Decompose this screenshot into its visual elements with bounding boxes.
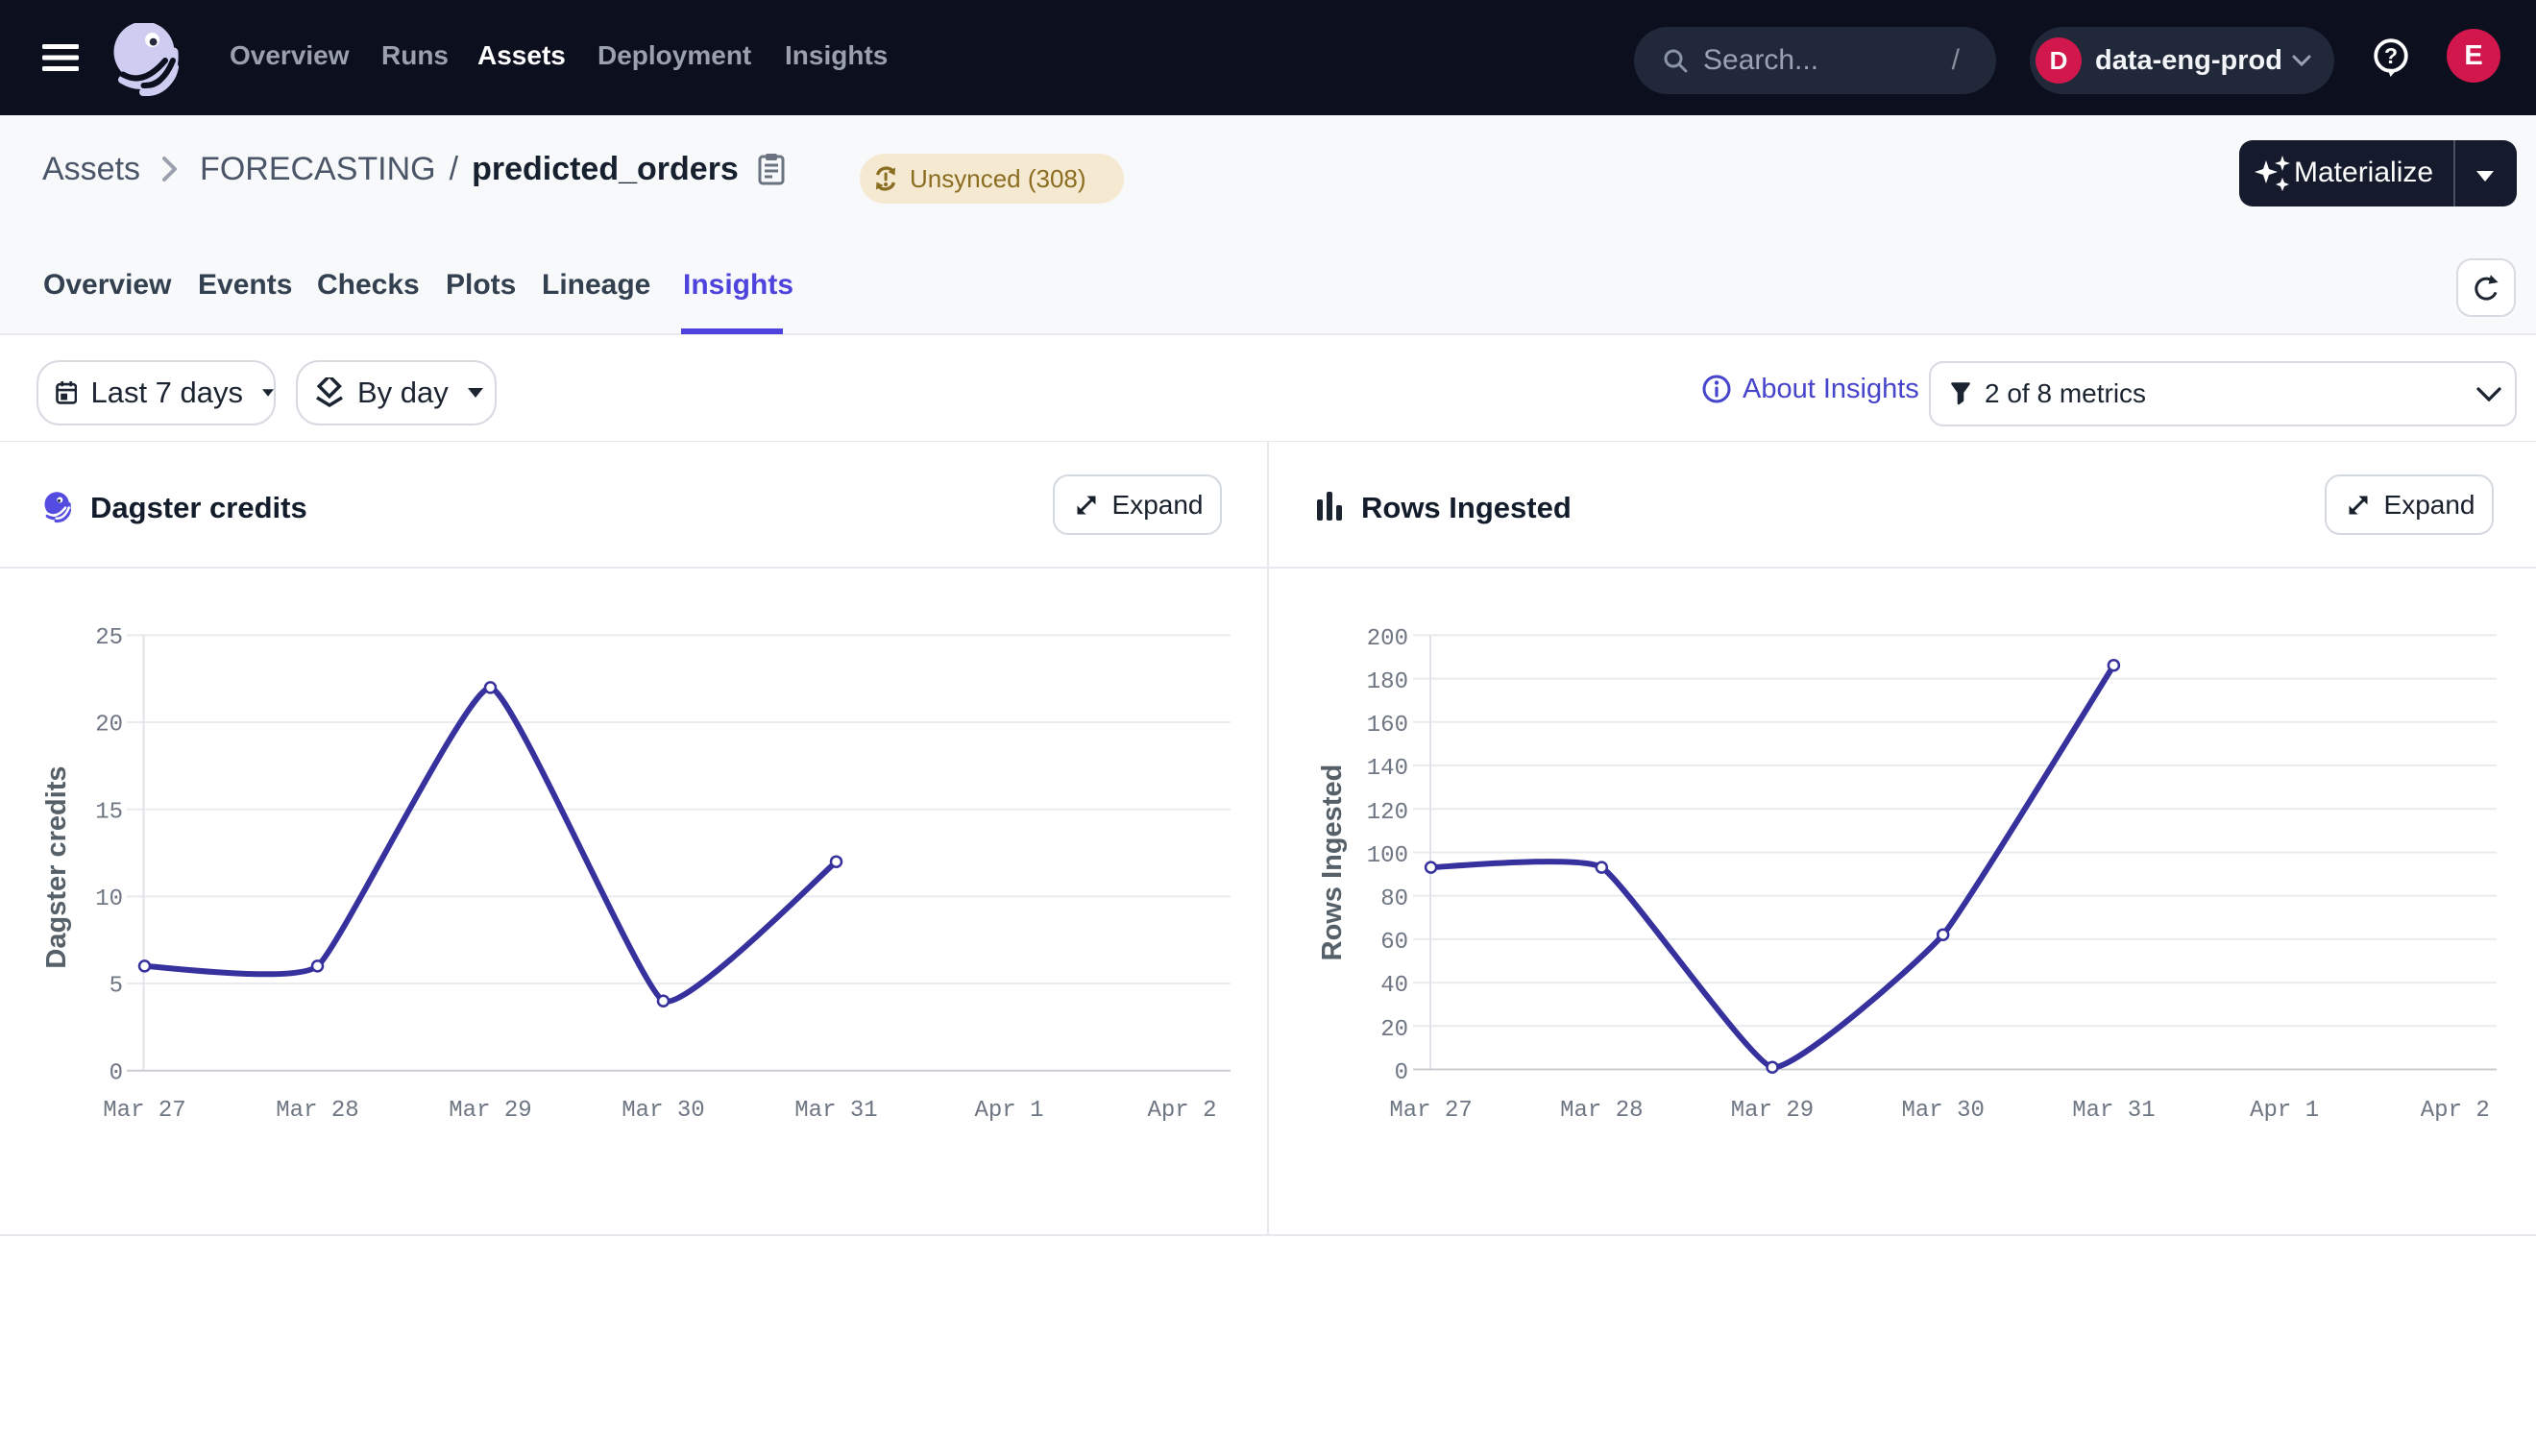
svg-text:Mar 31: Mar 31 — [794, 1098, 877, 1124]
svg-text:200: 200 — [1367, 626, 1408, 652]
svg-text:15: 15 — [95, 799, 123, 825]
svg-text:Mar 29: Mar 29 — [1731, 1098, 1814, 1124]
svg-text:Mar 29: Mar 29 — [449, 1098, 531, 1124]
svg-text:Rows Ingested: Rows Ingested — [1317, 764, 1348, 961]
svg-text:0: 0 — [110, 1060, 123, 1086]
svg-text:20: 20 — [95, 713, 123, 739]
svg-text:120: 120 — [1367, 800, 1408, 826]
svg-text:60: 60 — [1380, 930, 1408, 956]
svg-text:Apr 2: Apr 2 — [2421, 1098, 2490, 1124]
svg-text:Apr 1: Apr 1 — [974, 1098, 1043, 1124]
svg-text:80: 80 — [1380, 886, 1408, 912]
svg-text:Mar 30: Mar 30 — [622, 1098, 704, 1124]
svg-text:140: 140 — [1367, 756, 1408, 782]
svg-text:20: 20 — [1380, 1017, 1408, 1043]
svg-text:180: 180 — [1367, 669, 1408, 695]
svg-text:160: 160 — [1367, 713, 1408, 739]
svg-text:5: 5 — [110, 974, 123, 1000]
svg-text:Dagster credits: Dagster credits — [41, 765, 72, 968]
svg-text:Apr 2: Apr 2 — [1147, 1098, 1216, 1124]
svg-text:Mar 27: Mar 27 — [1389, 1098, 1472, 1124]
svg-text:25: 25 — [95, 625, 123, 651]
svg-text:100: 100 — [1367, 843, 1408, 869]
svg-text:Mar 27: Mar 27 — [103, 1098, 185, 1124]
svg-text:Mar 28: Mar 28 — [276, 1098, 358, 1124]
svg-text:Mar 28: Mar 28 — [1560, 1098, 1643, 1124]
svg-text:Mar 31: Mar 31 — [2072, 1098, 2155, 1124]
svg-text:0: 0 — [1395, 1060, 1408, 1086]
svg-text:40: 40 — [1380, 973, 1408, 999]
svg-text:Apr 1: Apr 1 — [2250, 1098, 2319, 1124]
svg-text:Mar 30: Mar 30 — [1901, 1098, 1984, 1124]
svg-text:?: ? — [2384, 43, 2398, 68]
svg-text:10: 10 — [95, 886, 123, 912]
